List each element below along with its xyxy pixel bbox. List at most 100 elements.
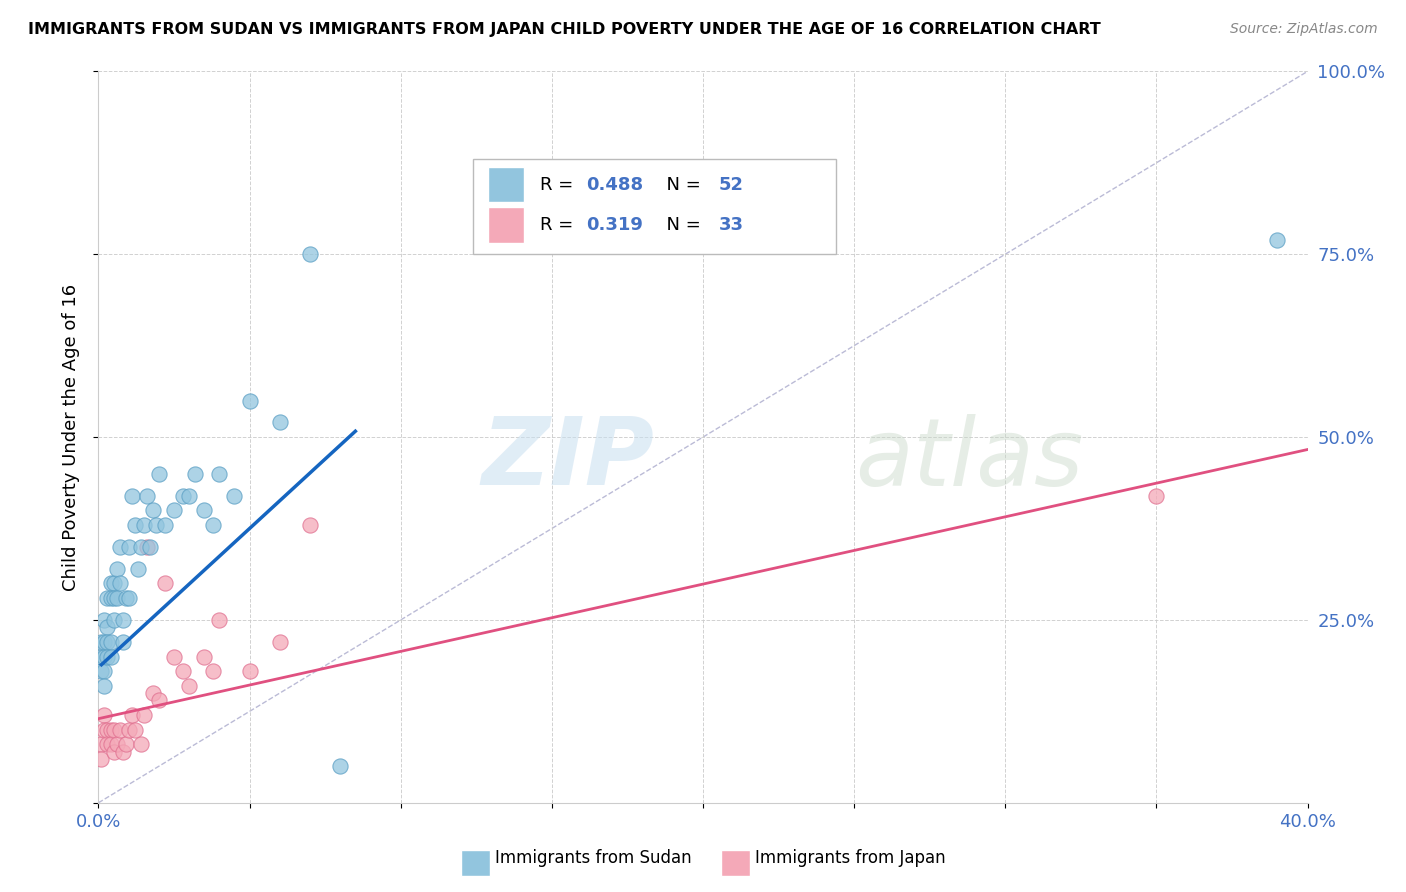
Point xyxy=(93,723,115,737)
Point xyxy=(1267,233,1289,247)
Point xyxy=(184,467,207,481)
Point xyxy=(96,620,118,634)
Point xyxy=(90,737,112,751)
Point xyxy=(118,540,141,554)
Point xyxy=(103,723,125,737)
Point xyxy=(90,752,112,766)
Point xyxy=(202,517,225,532)
Point xyxy=(100,649,122,664)
Point xyxy=(193,649,215,664)
Point xyxy=(148,467,170,481)
Point xyxy=(239,664,262,678)
Point xyxy=(93,664,115,678)
Point xyxy=(96,591,118,605)
Point xyxy=(163,649,186,664)
Point xyxy=(163,503,186,517)
Point xyxy=(129,737,152,751)
Point xyxy=(111,613,134,627)
Text: R =: R = xyxy=(540,216,579,234)
Text: 0.319: 0.319 xyxy=(586,216,643,234)
Point xyxy=(179,489,201,503)
Point xyxy=(329,759,352,773)
Point xyxy=(118,723,141,737)
Text: Source: ZipAtlas.com: Source: ZipAtlas.com xyxy=(1230,22,1378,37)
Text: ZIP: ZIP xyxy=(482,413,655,505)
Point xyxy=(114,737,136,751)
Y-axis label: Child Poverty Under the Age of 16: Child Poverty Under the Age of 16 xyxy=(62,284,80,591)
Point xyxy=(96,649,118,664)
Point xyxy=(93,679,115,693)
Point xyxy=(269,635,291,649)
Text: 0.488: 0.488 xyxy=(586,176,643,194)
FancyBboxPatch shape xyxy=(474,159,837,254)
Point xyxy=(135,540,157,554)
Point xyxy=(139,540,162,554)
Point xyxy=(93,613,115,627)
Bar xyxy=(488,208,524,243)
Point xyxy=(96,737,118,751)
Point xyxy=(121,708,143,723)
Text: 52: 52 xyxy=(718,176,744,194)
Point xyxy=(193,503,215,517)
Point xyxy=(269,416,291,430)
Point xyxy=(93,635,115,649)
Point xyxy=(100,576,122,591)
Point xyxy=(239,393,262,408)
Point xyxy=(208,613,231,627)
Point xyxy=(127,562,149,576)
Point xyxy=(224,489,246,503)
Point xyxy=(148,693,170,707)
Point xyxy=(153,576,176,591)
Text: Immigrants from Sudan: Immigrants from Sudan xyxy=(495,848,692,867)
Bar xyxy=(721,850,751,876)
Point xyxy=(108,723,131,737)
Text: R =: R = xyxy=(540,176,579,194)
Point xyxy=(103,591,125,605)
Point xyxy=(142,686,165,700)
Point xyxy=(100,591,122,605)
Point xyxy=(103,613,125,627)
Point xyxy=(145,517,167,532)
Point xyxy=(135,489,157,503)
Text: Immigrants from Japan: Immigrants from Japan xyxy=(755,848,946,867)
Point xyxy=(172,489,194,503)
Point xyxy=(90,635,112,649)
Point xyxy=(93,649,115,664)
Point xyxy=(103,745,125,759)
Point xyxy=(132,708,155,723)
Point xyxy=(153,517,176,532)
Point xyxy=(93,708,115,723)
Text: atlas: atlas xyxy=(855,414,1083,505)
Point xyxy=(111,745,134,759)
Text: N =: N = xyxy=(655,216,706,234)
Point xyxy=(208,467,231,481)
Point xyxy=(121,489,143,503)
Point xyxy=(172,664,194,678)
Point xyxy=(132,517,155,532)
Text: 33: 33 xyxy=(718,216,744,234)
Text: N =: N = xyxy=(655,176,706,194)
Point xyxy=(105,591,128,605)
Point xyxy=(96,723,118,737)
Point xyxy=(111,635,134,649)
Point xyxy=(202,664,225,678)
Point xyxy=(179,679,201,693)
Bar xyxy=(488,167,524,202)
Point xyxy=(114,591,136,605)
Bar xyxy=(461,850,491,876)
Point xyxy=(299,517,322,532)
Point xyxy=(90,664,112,678)
Point xyxy=(96,635,118,649)
Point xyxy=(299,247,322,261)
Point xyxy=(124,517,146,532)
Point xyxy=(100,635,122,649)
Point xyxy=(103,576,125,591)
Point xyxy=(124,723,146,737)
Point xyxy=(105,737,128,751)
Point xyxy=(142,503,165,517)
Point xyxy=(108,576,131,591)
Point xyxy=(100,737,122,751)
Point xyxy=(118,591,141,605)
Point xyxy=(90,649,112,664)
Point xyxy=(100,723,122,737)
